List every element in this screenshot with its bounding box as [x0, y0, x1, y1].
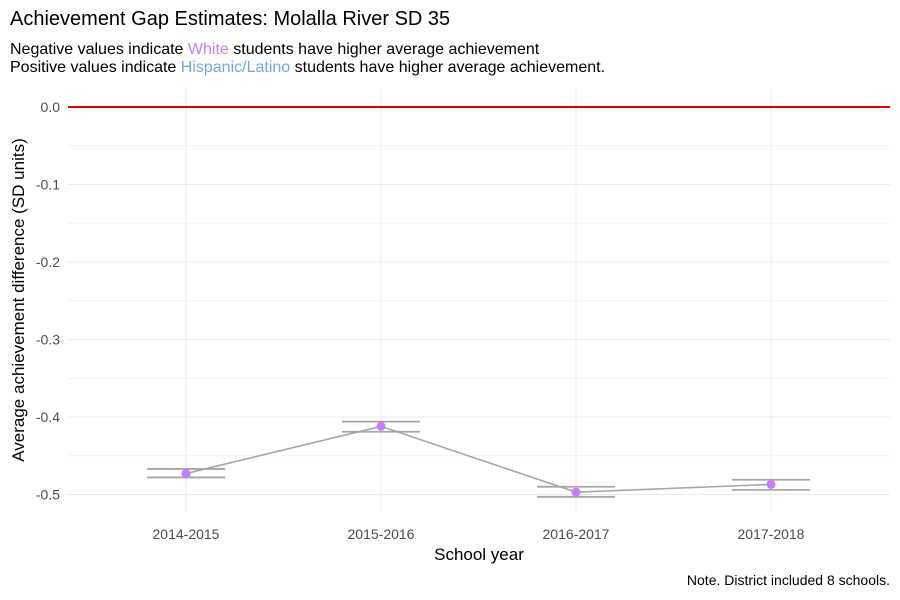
y-tick-label: -0.2 — [36, 254, 60, 270]
data-point — [181, 469, 191, 479]
subtitle-line-1: Negative values indicate White students … — [10, 41, 539, 59]
footnote: Note. District included 8 schools. — [686, 572, 890, 588]
x-tick-label: 2015-2016 — [348, 526, 415, 542]
chart-title: Achievement Gap Estimates: Molalla River… — [10, 8, 451, 30]
white-group-label: White — [187, 41, 229, 58]
hispanic-group-label: Hispanic/Latino — [180, 59, 291, 76]
y-tick-label: -0.1 — [36, 177, 60, 193]
y-tick-label: -0.3 — [36, 332, 60, 348]
data-point — [571, 487, 581, 497]
x-tick-label: 2016-2017 — [543, 526, 610, 542]
subtitle-line-1-prefix: Negative values indicate — [10, 41, 188, 58]
subtitle-line-1-suffix: students have higher average achievement — [228, 41, 540, 58]
x-tick-label: 2014-2015 — [153, 526, 220, 542]
y-tick-label: -0.5 — [36, 487, 60, 503]
series-line — [185, 425, 772, 493]
y-axis-title: Average achievement difference (SD units… — [9, 138, 28, 462]
x-axis-title: School year — [434, 545, 524, 564]
subtitle-line-2-suffix: students have higher average achievement… — [290, 59, 606, 76]
y-tick-label: -0.4 — [36, 409, 60, 425]
y-tick-label: 0.0 — [41, 99, 61, 115]
data-point — [376, 421, 386, 431]
subtitle-line-2: Positive values indicate Hispanic/Latino… — [10, 59, 605, 77]
x-tick-label: 2017-2018 — [738, 526, 805, 542]
subtitle-line-2-prefix: Positive values indicate — [10, 59, 181, 76]
data-point — [766, 479, 776, 489]
